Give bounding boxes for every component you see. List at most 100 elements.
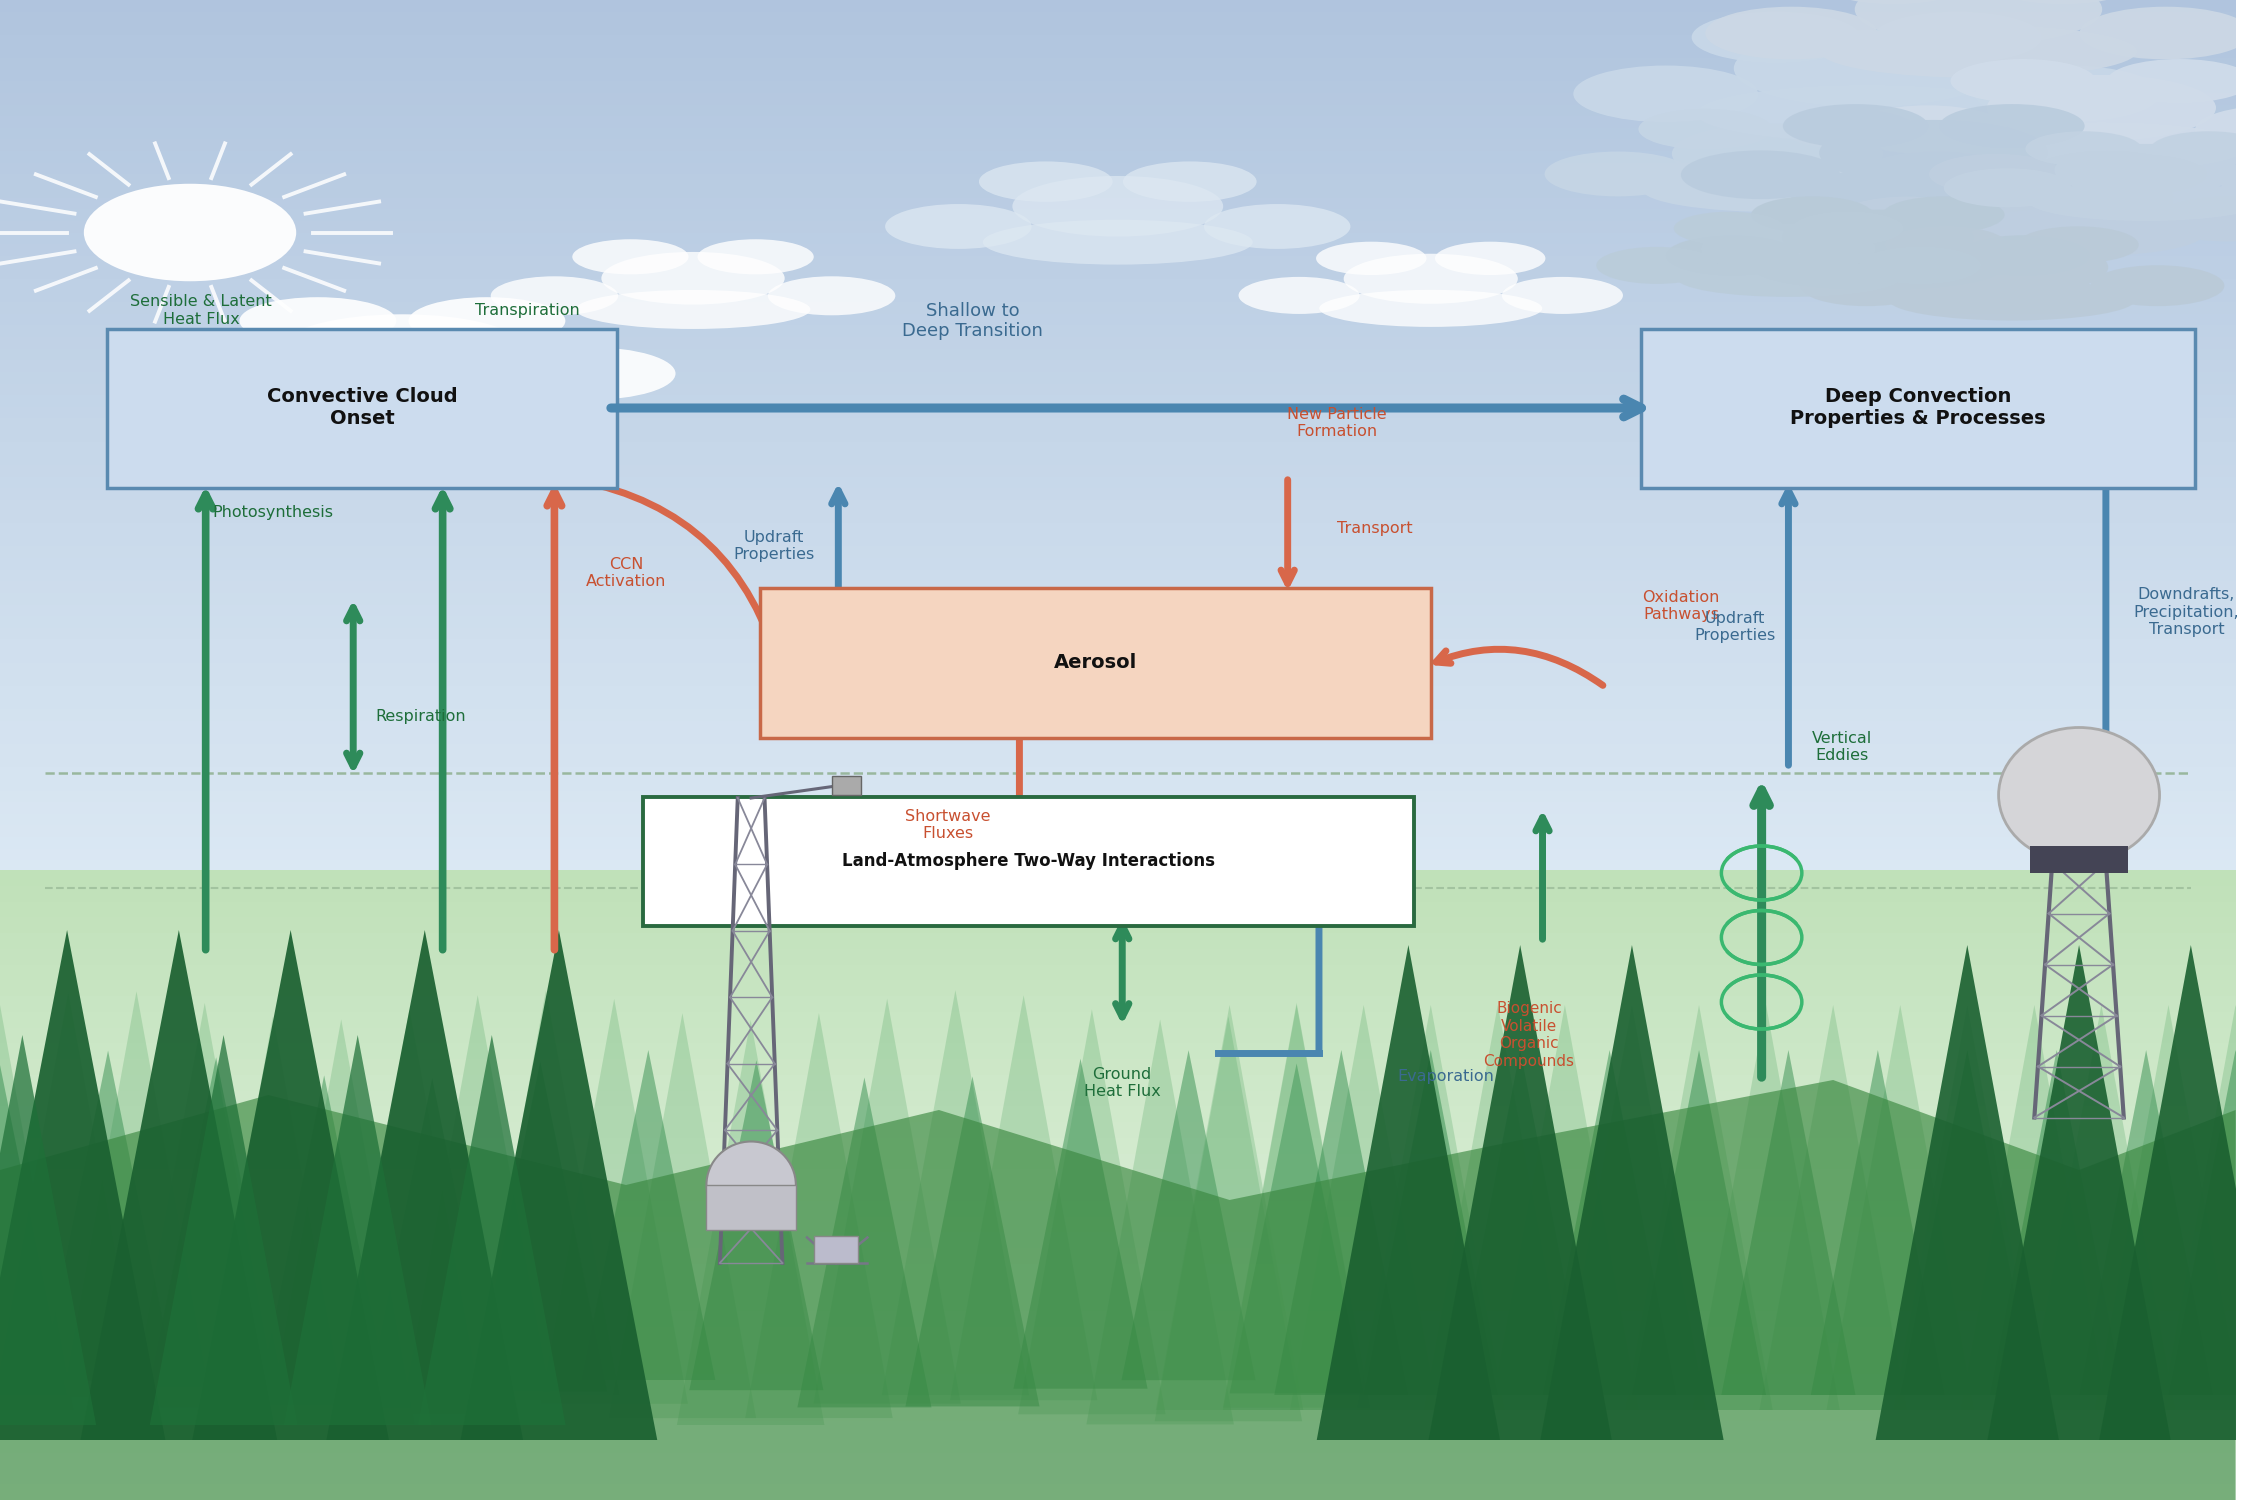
Bar xyxy=(0,314,2236,326)
Polygon shape xyxy=(200,1017,346,1422)
Bar xyxy=(0,1059,2236,1074)
Polygon shape xyxy=(1760,1005,1908,1410)
Bar xyxy=(0,698,2236,709)
Ellipse shape xyxy=(884,204,1033,249)
Bar xyxy=(0,1216,2236,1233)
Polygon shape xyxy=(81,930,277,1440)
Bar xyxy=(0,896,2236,906)
Bar xyxy=(0,1170,2236,1185)
Polygon shape xyxy=(40,1050,176,1380)
Polygon shape xyxy=(1811,1050,1944,1395)
Ellipse shape xyxy=(1696,86,2036,142)
Ellipse shape xyxy=(1836,196,1982,242)
Bar xyxy=(0,778,2236,790)
Polygon shape xyxy=(1894,1005,2041,1410)
Bar xyxy=(0,117,2236,128)
Bar xyxy=(0,884,2236,896)
Bar xyxy=(0,372,2236,384)
Bar xyxy=(0,1074,2236,1090)
Ellipse shape xyxy=(1984,0,2142,4)
Bar xyxy=(0,350,2236,360)
Bar xyxy=(0,1342,2236,1359)
Polygon shape xyxy=(1222,1005,1370,1410)
Bar xyxy=(0,140,2236,152)
Bar xyxy=(0,255,2236,267)
Polygon shape xyxy=(540,999,688,1404)
Bar xyxy=(0,756,2236,766)
Bar xyxy=(0,825,2236,837)
Polygon shape xyxy=(1289,1005,1438,1410)
Bar xyxy=(0,906,2236,918)
Bar xyxy=(0,1468,2236,1485)
Bar xyxy=(0,105,2236,117)
Polygon shape xyxy=(1624,1005,1773,1410)
Ellipse shape xyxy=(1854,0,2102,45)
Bar xyxy=(0,996,2236,1011)
Bar xyxy=(0,12,2236,24)
Bar xyxy=(0,279,2236,291)
Ellipse shape xyxy=(1238,278,1359,314)
Polygon shape xyxy=(284,1035,432,1425)
FancyBboxPatch shape xyxy=(1640,328,2196,488)
Bar xyxy=(0,1200,2236,1216)
Bar xyxy=(0,686,2236,698)
Polygon shape xyxy=(1087,1020,1233,1425)
Bar xyxy=(0,861,2236,871)
Ellipse shape xyxy=(1863,152,2009,196)
Bar xyxy=(0,628,2236,639)
Bar xyxy=(0,651,2236,663)
Ellipse shape xyxy=(1706,6,1876,60)
Bar xyxy=(0,1280,2236,1294)
Polygon shape xyxy=(610,1013,756,1418)
Polygon shape xyxy=(1492,1005,1638,1410)
Polygon shape xyxy=(1017,1010,1166,1414)
Bar xyxy=(0,870,2236,885)
Polygon shape xyxy=(2079,1050,2214,1395)
Text: Convective Cloud
Onset: Convective Cloud Onset xyxy=(268,387,457,429)
Polygon shape xyxy=(2027,1005,2176,1410)
Ellipse shape xyxy=(2025,132,2142,166)
Bar xyxy=(0,291,2236,303)
Polygon shape xyxy=(268,1020,414,1425)
Ellipse shape xyxy=(1820,120,2048,186)
Polygon shape xyxy=(2162,1005,2250,1410)
Text: Sensible & Latent
Heat Flux: Sensible & Latent Heat Flux xyxy=(130,294,272,327)
Bar xyxy=(0,933,2236,950)
Text: Shortwave
Fluxes: Shortwave Fluxes xyxy=(904,808,990,842)
Polygon shape xyxy=(418,1035,565,1425)
Ellipse shape xyxy=(1928,154,2063,195)
Ellipse shape xyxy=(83,184,297,282)
Ellipse shape xyxy=(1692,12,1861,63)
Bar xyxy=(0,360,2236,372)
Ellipse shape xyxy=(698,238,814,274)
Bar xyxy=(832,776,862,795)
Ellipse shape xyxy=(238,297,396,345)
Polygon shape xyxy=(1364,1050,1498,1395)
Bar xyxy=(0,500,2236,512)
Polygon shape xyxy=(688,1060,824,1390)
Ellipse shape xyxy=(1681,150,1840,200)
Ellipse shape xyxy=(1503,278,1622,314)
Bar xyxy=(0,1233,2236,1248)
Ellipse shape xyxy=(1782,210,1973,266)
Ellipse shape xyxy=(1343,254,1519,303)
Ellipse shape xyxy=(1318,290,1541,327)
Text: Transpiration: Transpiration xyxy=(475,303,580,318)
Bar xyxy=(0,710,2236,720)
Ellipse shape xyxy=(1782,110,1917,150)
Polygon shape xyxy=(1544,1050,1676,1395)
Ellipse shape xyxy=(1858,248,1980,284)
Bar xyxy=(0,1185,2236,1200)
Ellipse shape xyxy=(243,366,560,419)
Polygon shape xyxy=(364,1078,500,1408)
Bar xyxy=(0,570,2236,580)
Bar xyxy=(2030,846,2128,873)
Polygon shape xyxy=(1316,945,1501,1440)
Bar xyxy=(0,174,2236,186)
Ellipse shape xyxy=(2153,196,2250,242)
Ellipse shape xyxy=(1976,66,2160,122)
Bar xyxy=(0,384,2236,396)
Polygon shape xyxy=(1273,1050,1408,1395)
Bar xyxy=(0,128,2236,140)
Text: Transport: Transport xyxy=(1336,520,1413,536)
